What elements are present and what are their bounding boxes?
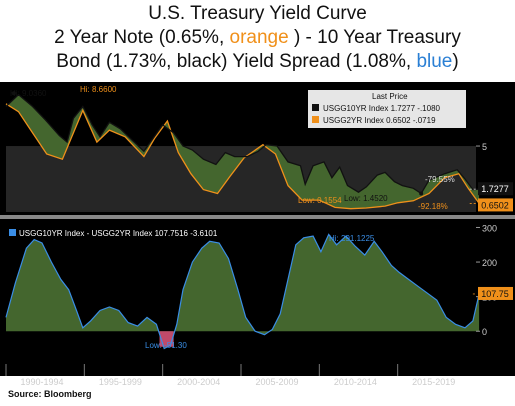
- x-tick-label: 2010-2014: [334, 377, 377, 387]
- two-year-low-label: Low: 0.1554: [298, 196, 342, 205]
- legend-label: USGG10YR Index 1.7277 -.1080: [323, 104, 441, 113]
- top-legend-title: Last Price: [372, 92, 408, 101]
- title-line-2: 2 Year Note (0.65%, orange ) - 10 Year T…: [0, 26, 515, 50]
- x-tick-label: 1990-1994: [21, 377, 64, 387]
- x-tick-label: 1995-1999: [99, 377, 142, 387]
- spread-low-label: Low: -51.30: [145, 341, 187, 350]
- subtitle-part: ) - 10 Year Treasury: [288, 27, 461, 48]
- x-tick-label: 2000-2004: [177, 377, 220, 387]
- bottom-y-tick-label: 300: [482, 223, 497, 233]
- subtitle-part: ): [452, 51, 459, 72]
- two-year-change-label: -92.18%: [418, 202, 448, 211]
- ten-year-value-tag: [478, 182, 513, 196]
- ten-year-change-label: -79.55%: [425, 175, 455, 184]
- spread-legend-swatch: [9, 229, 16, 236]
- legend-swatch: [312, 116, 319, 123]
- spread-negative-area: [159, 331, 174, 347]
- x-tick-label: 2005-2009: [256, 377, 299, 387]
- two-year-line: [5, 103, 480, 210]
- chart-title-block: U.S. Treasury Yield Curve 2 Year Note (0…: [0, 2, 515, 74]
- spread-legend-label: USGG10YR Index - USGG2YR Index 107.7516 …: [19, 229, 218, 238]
- ten-year-high-label: Hi: 9.0360: [10, 89, 47, 98]
- panel-divider: [0, 215, 515, 219]
- top-legend-box: [308, 90, 466, 128]
- two-year-value-label: 0.6502: [481, 200, 509, 210]
- subtitle-part: Bond (1.73%, black) Yield Spread (1.08%,: [56, 51, 417, 72]
- two-year-high-label: Hi: 8.6600: [80, 85, 117, 94]
- top-y-tick-label: 5: [482, 142, 487, 152]
- spread-value-tag: [478, 286, 513, 300]
- x-tick-label: 2015-2019: [412, 377, 455, 387]
- subtitle-part: 2 Year Note (0.65%,: [54, 27, 230, 48]
- subtitle-orange-word: orange: [229, 27, 289, 48]
- spread-high-label: Hi: 291.1225: [329, 234, 375, 243]
- ten-year-low-marker: [419, 191, 424, 196]
- bottom-y-tick-label: 200: [482, 258, 497, 268]
- title-line-3: Bond (1.73%, black) Yield Spread (1.08%,…: [0, 50, 515, 74]
- source-note: Source: Bloomberg: [8, 389, 92, 399]
- legend-label: USGG2YR Index 0.6502 -.0719: [323, 116, 436, 125]
- subtitle-blue-word: blue: [416, 51, 453, 72]
- chart-title: U.S. Treasury Yield Curve: [148, 3, 367, 24]
- spread-line: [5, 233, 480, 350]
- ten-year-low-label: Low: 1.4520: [344, 194, 388, 203]
- bottom-y-tick-label: 0: [482, 327, 487, 337]
- two-year-value-tag: [478, 198, 513, 212]
- ten-year-line: [5, 93, 480, 195]
- spread-value-label: 107.75: [481, 289, 509, 299]
- spread-area: [6, 234, 480, 349]
- ten-year-high-marker: [11, 91, 16, 96]
- title-line-1: U.S. Treasury Yield Curve: [0, 2, 515, 26]
- legend-swatch: [312, 104, 319, 111]
- ten-year-value-label: 1.7277: [481, 184, 509, 194]
